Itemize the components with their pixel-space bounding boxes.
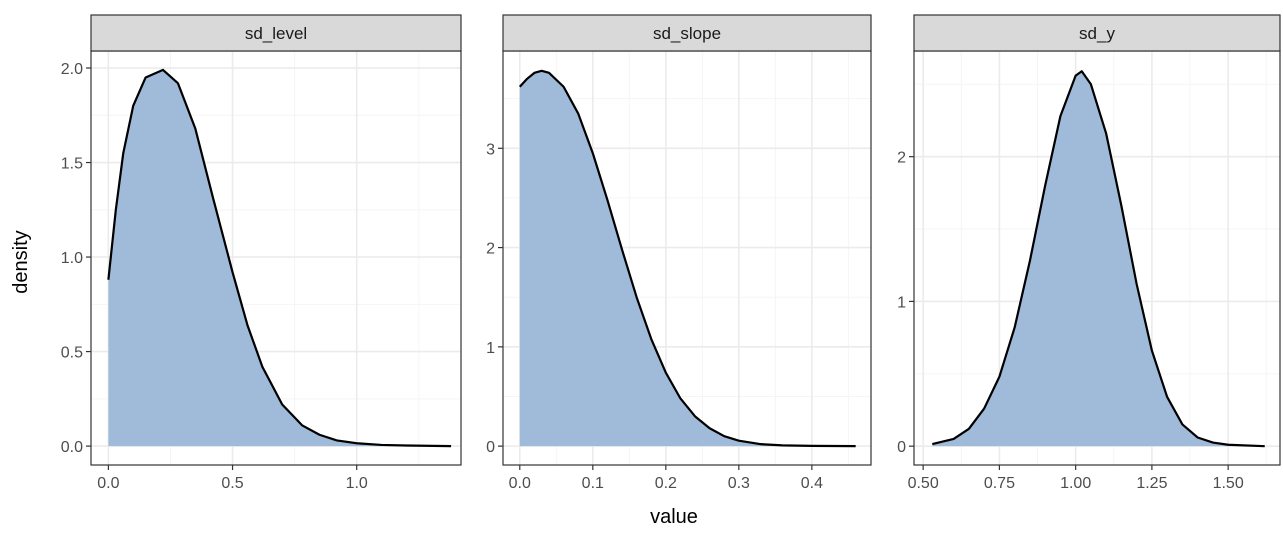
density-curve (932, 70, 1265, 448)
strip-label: sd_slope (653, 24, 721, 43)
y-tick-label: 1.0 (61, 250, 83, 267)
x-tick-label: 1.00 (1060, 475, 1091, 492)
density-area (519, 70, 856, 447)
y-tick-label: 2.0 (61, 61, 83, 78)
x-tick-label: 0.75 (984, 475, 1015, 492)
x-tick-label: 0.2 (655, 475, 677, 492)
facet-sd-y: sd_y 0.50 0.75 1.00 1.25 1.50 0 1 2 (897, 14, 1281, 492)
x-tick-label: 1.50 (1213, 475, 1244, 492)
strip-label: sd_y (1079, 24, 1115, 43)
facet-sd-level: sd_level 0.0 0.5 1.0 0.0 0.5 1.0 1.5 2.0 (61, 14, 462, 492)
strip-background (90, 14, 462, 52)
x-tick-label: 0.4 (801, 475, 823, 492)
x-tick-label: 1.25 (1136, 475, 1167, 492)
y-tick-label: 2 (897, 150, 906, 167)
x-tick-label: 0.5 (221, 475, 243, 492)
x-tick-label: 1.0 (346, 475, 368, 492)
y-tick-label: 0 (897, 439, 906, 456)
x-tick-label: 0.0 (97, 475, 119, 492)
y-tick-label: 0.0 (61, 439, 83, 456)
density-area (932, 71, 1265, 447)
x-axis-label: value (650, 506, 698, 528)
y-tick-label: 1 (897, 294, 906, 311)
density-curve (107, 68, 452, 448)
x-tick-label: 0.0 (509, 475, 531, 492)
strip-label: sd_level (245, 24, 307, 43)
density-curve (518, 69, 856, 448)
x-tick-label: 0.50 (908, 475, 939, 492)
strip-background (913, 14, 1281, 52)
x-tick-label: 0.3 (728, 475, 750, 492)
facet-sd-slope: sd_slope 0.0 0.1 0.2 0.3 0.4 0 1 2 3 (486, 14, 872, 492)
y-tick-label: 1 (486, 340, 495, 357)
y-tick-label: 0 (486, 439, 495, 456)
density-area (108, 69, 452, 447)
y-tick-label: 0.5 (61, 345, 83, 362)
y-tick-label: 1.5 (61, 156, 83, 173)
strip-background (502, 14, 872, 52)
y-axis-label: density (10, 230, 32, 293)
x-tick-label: 0.1 (582, 475, 604, 492)
y-tick-label: 2 (486, 241, 495, 258)
y-tick-label: 3 (486, 141, 495, 158)
